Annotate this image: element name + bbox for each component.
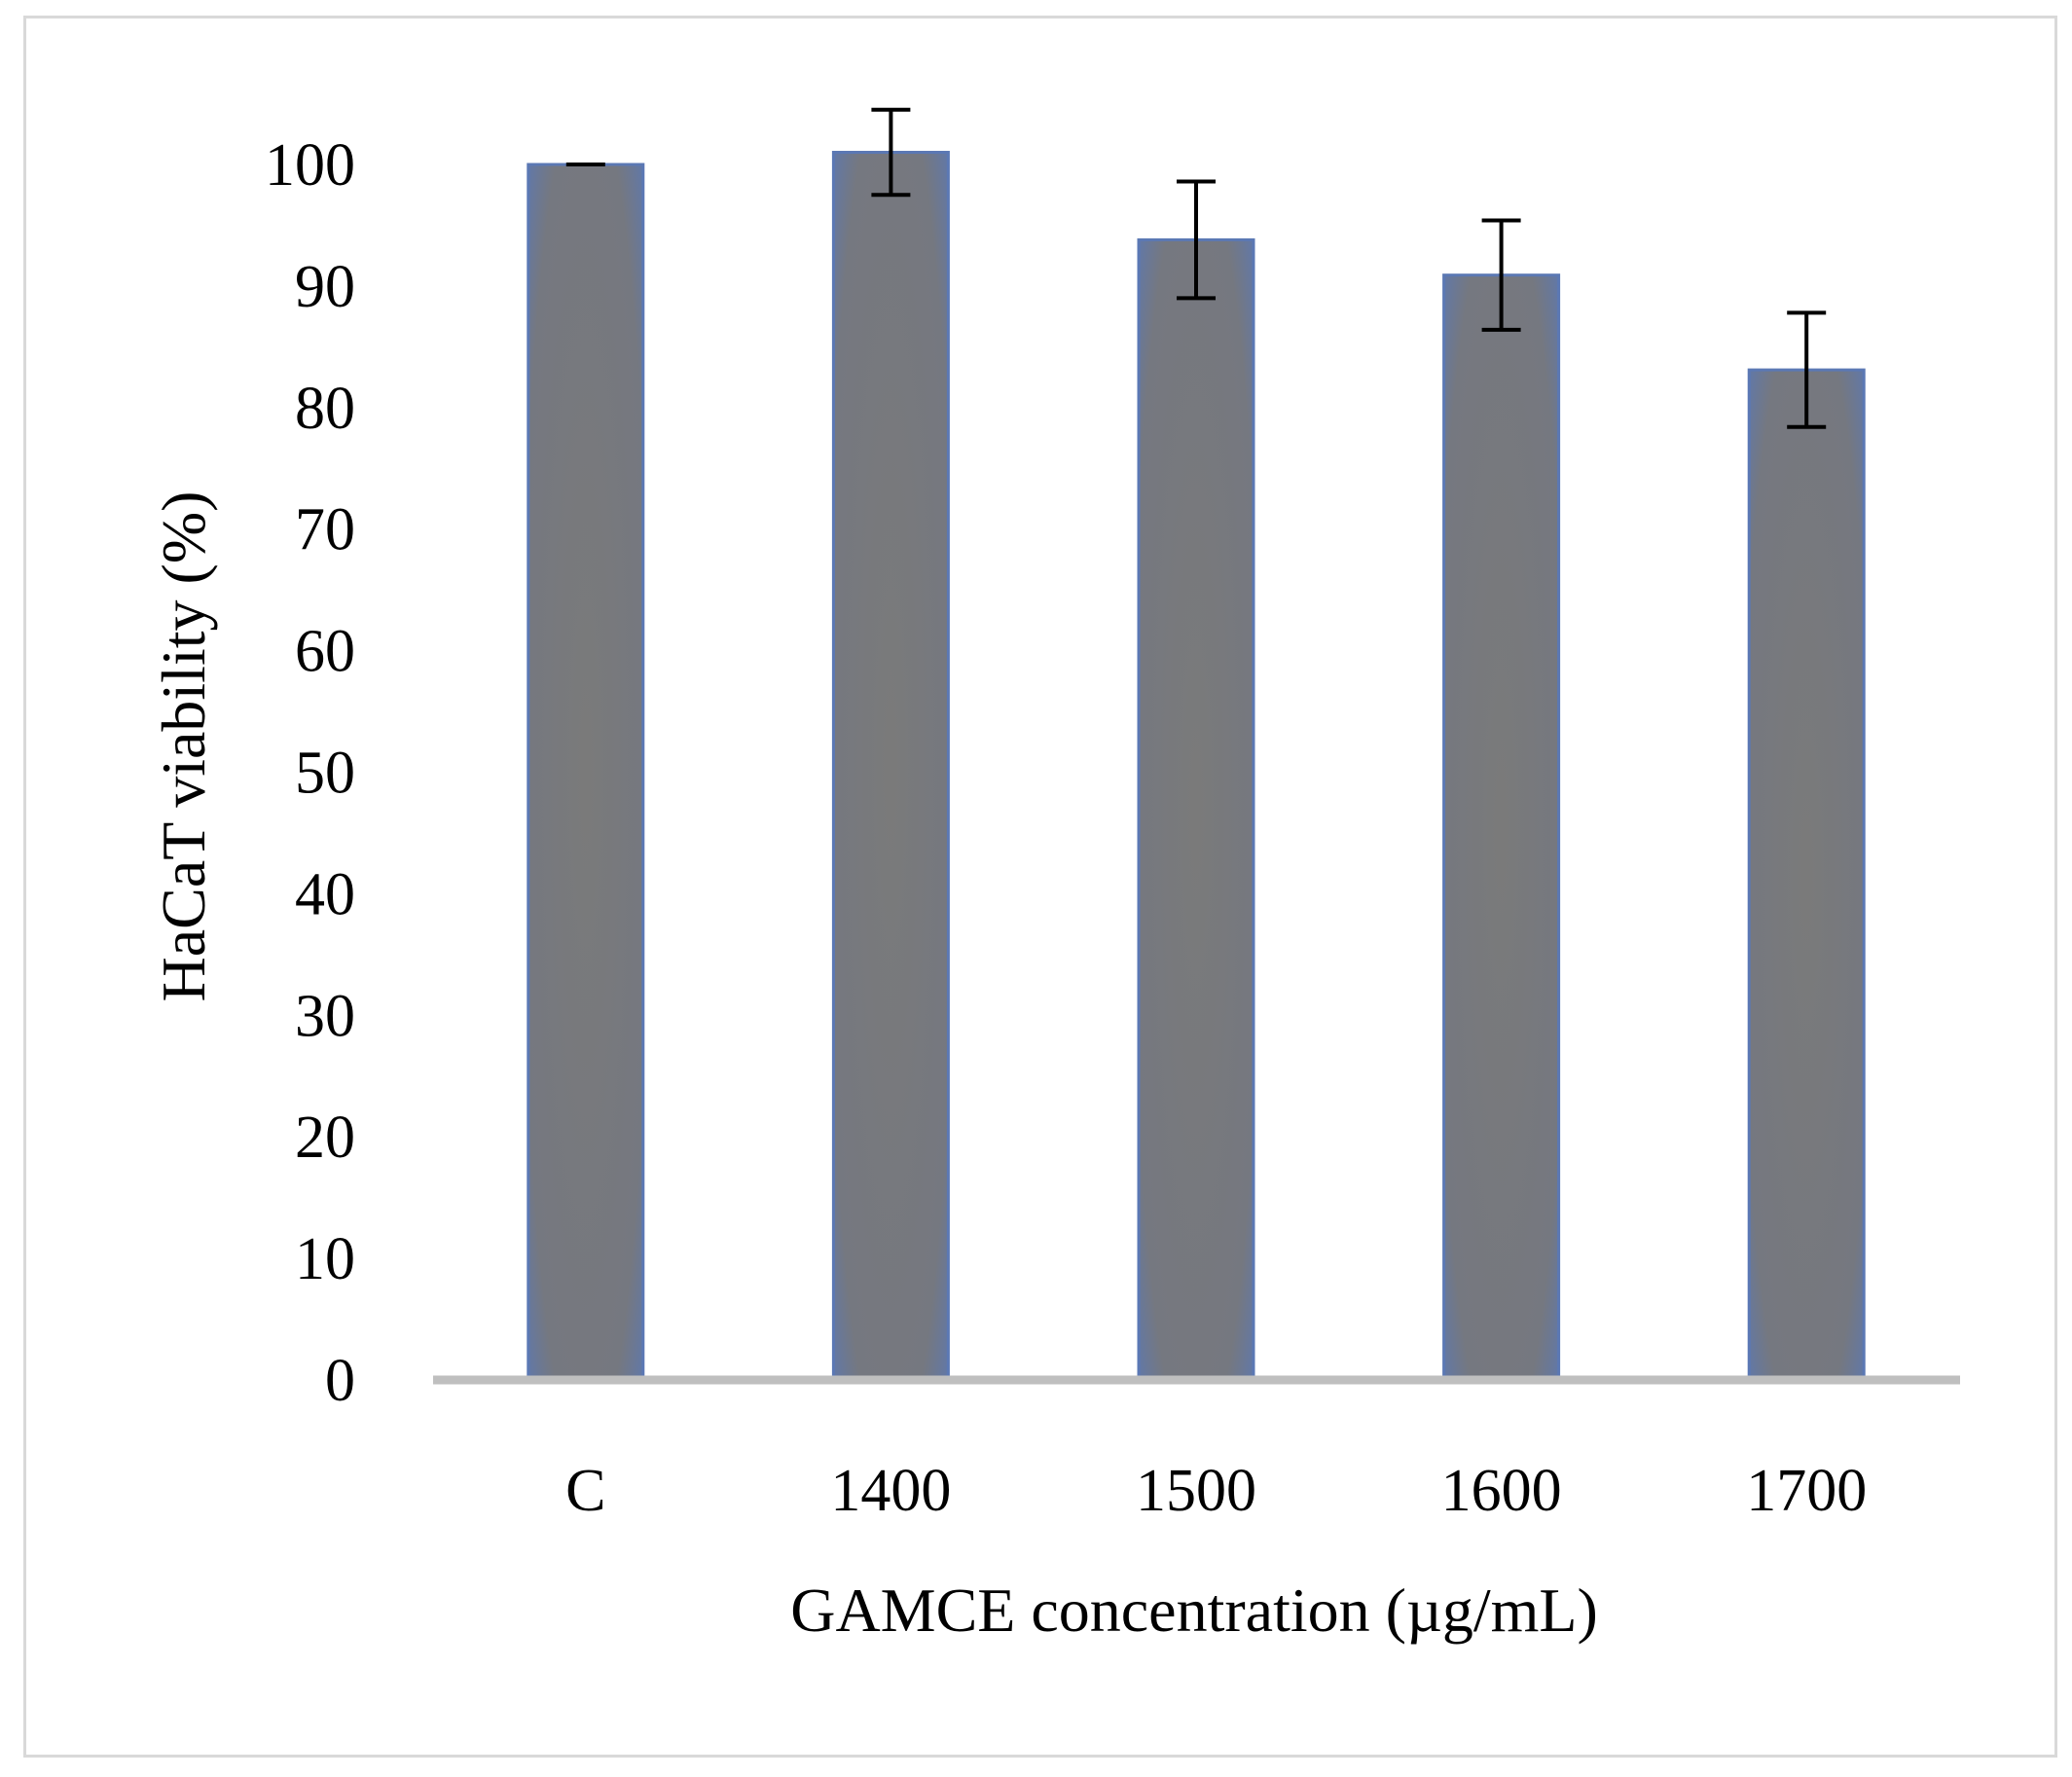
y-tick-label: 100 (265, 132, 355, 199)
x-tick-label-1400: 1400 (830, 1458, 951, 1524)
x-axis-title: GAMCE concentration (µg/mL) (790, 1576, 1598, 1645)
error-bar-1600 (1481, 218, 1521, 332)
error-bar-1700 (1787, 310, 1827, 429)
error-bar-1500 (1177, 179, 1216, 301)
x-tick-label-1500: 1500 (1136, 1458, 1256, 1524)
x-tick-label-1600: 1600 (1441, 1458, 1562, 1524)
bar-1600 (1442, 273, 1561, 1382)
x-tick-labels: C 1400 1500 1600 1700 (565, 1458, 1867, 1524)
bar-1700 (1747, 368, 1866, 1382)
error-bars-layer (565, 107, 1827, 429)
y-tick-labels: 0 10 20 30 40 50 60 70 80 90 100 (265, 132, 355, 1414)
bar-C (527, 163, 645, 1382)
y-tick-label: 80 (295, 376, 355, 442)
y-tick-label: 0 (325, 1348, 355, 1414)
bars-layer (527, 151, 1866, 1382)
y-tick-label: 40 (295, 861, 355, 927)
y-tick-label: 50 (295, 741, 355, 807)
x-tick-label-1700: 1700 (1746, 1458, 1867, 1524)
y-tick-label: 10 (295, 1226, 355, 1292)
bar-1400 (831, 151, 950, 1382)
x-tick-label-C: C (565, 1458, 605, 1524)
y-tick-label: 20 (295, 1105, 355, 1171)
y-tick-label: 60 (295, 619, 355, 685)
y-axis-title: HaCaT viability (%) (149, 491, 218, 1002)
y-tick-label: 30 (295, 983, 355, 1049)
y-tick-label: 90 (295, 254, 355, 320)
bar-1500 (1137, 237, 1255, 1382)
y-tick-label: 70 (295, 497, 355, 563)
chart-frame (23, 16, 2057, 1758)
error-bar-1400 (871, 107, 911, 198)
